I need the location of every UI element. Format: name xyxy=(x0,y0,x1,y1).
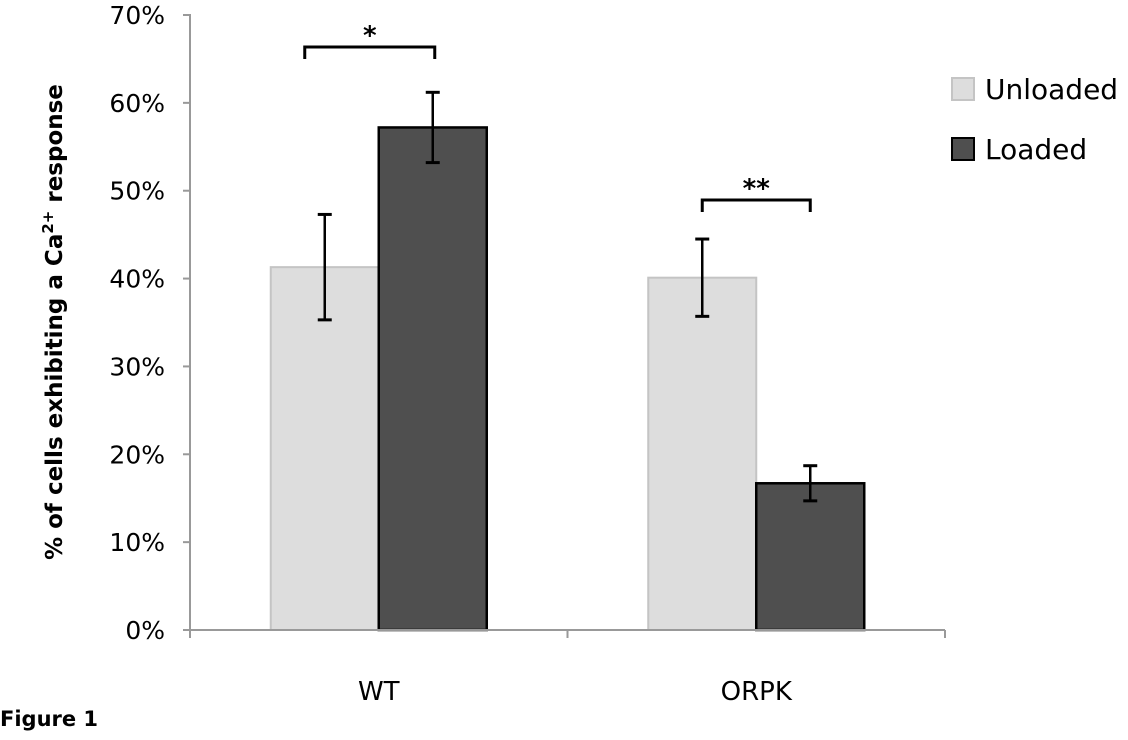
y-tick-label: 30% xyxy=(109,352,165,381)
bar-loaded-wt xyxy=(377,126,488,632)
significance-label: * xyxy=(363,21,377,51)
x-tick-label: WT xyxy=(358,677,400,707)
y-tick-label: 0% xyxy=(125,616,165,645)
y-tick-label: 60% xyxy=(109,89,165,118)
y-axis-label: % of cells exhibiting a Ca2+ response xyxy=(39,84,68,560)
bar-unloaded-orpk xyxy=(647,276,758,631)
significance-bracket xyxy=(303,45,437,59)
y-tick-label: 10% xyxy=(109,528,165,557)
legend-swatch-unloaded xyxy=(951,77,975,101)
bar-unloaded-wt xyxy=(269,266,380,631)
figure-caption: Figure 1 xyxy=(0,707,98,731)
significance-label: ** xyxy=(743,174,771,204)
y-tick-label: 70% xyxy=(109,1,165,30)
y-tick-label: 40% xyxy=(109,265,165,294)
legend-swatch-loaded xyxy=(951,137,975,161)
y-tick-label: 50% xyxy=(109,177,165,206)
y-tick-label: 20% xyxy=(109,440,165,469)
legend-label-loaded: Loaded xyxy=(985,133,1087,166)
bar-loaded-orpk xyxy=(755,482,866,632)
significance-bracket xyxy=(700,198,812,212)
legend-label-unloaded: Unloaded xyxy=(985,73,1118,106)
x-tick-label: ORPK xyxy=(721,677,793,707)
